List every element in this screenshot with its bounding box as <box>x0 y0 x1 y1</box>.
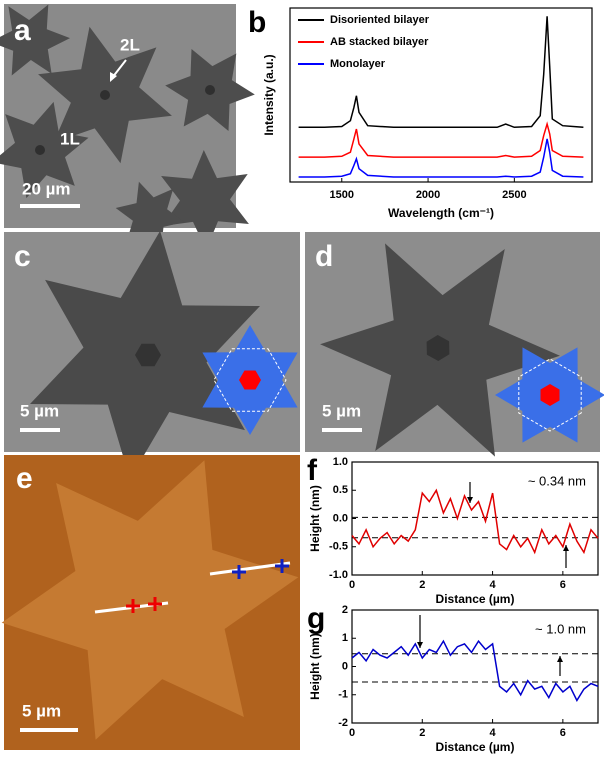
y-tick-label: 1 <box>342 632 348 644</box>
scale-bar-label: 20 µm <box>22 179 71 198</box>
marker <box>232 559 289 579</box>
schematic-core <box>540 384 560 406</box>
series-line <box>351 639 599 702</box>
graphene-domain <box>0 4 70 76</box>
arrow-head <box>557 656 563 662</box>
scale-bar <box>20 428 60 432</box>
x-tick-label: 4 <box>490 727 497 739</box>
bilayer <box>426 335 450 361</box>
scale-bar <box>20 204 80 208</box>
panel-label: f <box>307 454 318 487</box>
x-tick-label: 2500 <box>502 189 526 201</box>
y-tick-label: -2 <box>338 717 348 729</box>
x-tick-label: 6 <box>560 727 566 739</box>
y-tick-label: -0.5 <box>329 541 348 553</box>
annotation: 1L <box>60 129 80 148</box>
bilayer <box>135 343 161 367</box>
panel-label: g <box>307 602 325 635</box>
y-tick-label: 0 <box>342 660 348 672</box>
scale-bar-label: 5 µm <box>322 401 361 420</box>
x-axis-label: Distance (µm) <box>436 740 515 754</box>
panel-label: a <box>14 14 31 47</box>
arrow-head <box>563 545 569 551</box>
graphene-domain <box>1 460 299 740</box>
bilayer-center <box>35 145 45 155</box>
x-tick-label: 6 <box>560 579 566 591</box>
schematic-core <box>239 370 261 390</box>
bilayer-center <box>205 85 215 95</box>
y-axis-label: Intensity (a.u.) <box>262 54 276 135</box>
marker <box>126 597 162 613</box>
plot-frame <box>289 7 593 183</box>
series-line <box>298 121 584 158</box>
x-tick-label: 2000 <box>416 189 440 201</box>
scale-bar <box>322 428 362 432</box>
panel-label: e <box>16 462 33 495</box>
y-axis-label: Height (nm) <box>308 633 322 700</box>
x-tick-label: 1500 <box>330 189 354 201</box>
y-tick-label: -1.0 <box>329 569 348 581</box>
annotation: 2L <box>120 35 140 54</box>
annotation: ~ 0.34 nm <box>528 473 586 488</box>
y-axis-label: Height (nm) <box>308 485 322 552</box>
x-tick-label: 0 <box>349 727 355 739</box>
y-tick-label: 1.0 <box>333 456 348 468</box>
graphene-domain <box>115 181 185 249</box>
schematic-outline <box>518 358 582 432</box>
panel-label: c <box>14 240 31 273</box>
bilayer-center <box>100 90 110 100</box>
y-tick-label: 0.5 <box>333 484 348 496</box>
x-tick-label: 0 <box>349 579 355 591</box>
y-tick-label: -1 <box>338 689 348 701</box>
x-tick-label: 4 <box>490 579 497 591</box>
x-axis-label: Distance (µm) <box>436 592 515 606</box>
x-tick-label: 2 <box>419 579 425 591</box>
y-tick-label: 2 <box>342 604 348 616</box>
legend-label: Disoriented bilayer <box>330 14 430 26</box>
graphene-domain <box>161 150 249 250</box>
annotation: ~ 1.0 nm <box>535 621 586 636</box>
arrow-head <box>417 642 423 648</box>
scale-bar-label: 5 µm <box>22 701 61 720</box>
series-line <box>298 138 584 178</box>
scale-bar-label: 5 µm <box>20 401 59 420</box>
arrow-head <box>110 72 117 82</box>
panel-label: d <box>315 240 333 273</box>
legend-label: Monolayer <box>330 58 386 70</box>
x-tick-label: 2 <box>419 727 425 739</box>
y-tick-label: 0.0 <box>333 512 348 524</box>
scale-bar <box>20 728 78 732</box>
panel-label: b <box>248 6 266 39</box>
schematic-outline <box>213 348 287 412</box>
legend-label: AB stacked bilayer <box>330 36 429 48</box>
x-axis-label: Wavelength (cm⁻¹) <box>388 206 494 220</box>
series-line <box>351 488 599 555</box>
series-line <box>298 16 584 129</box>
arrow-head <box>467 497 473 503</box>
